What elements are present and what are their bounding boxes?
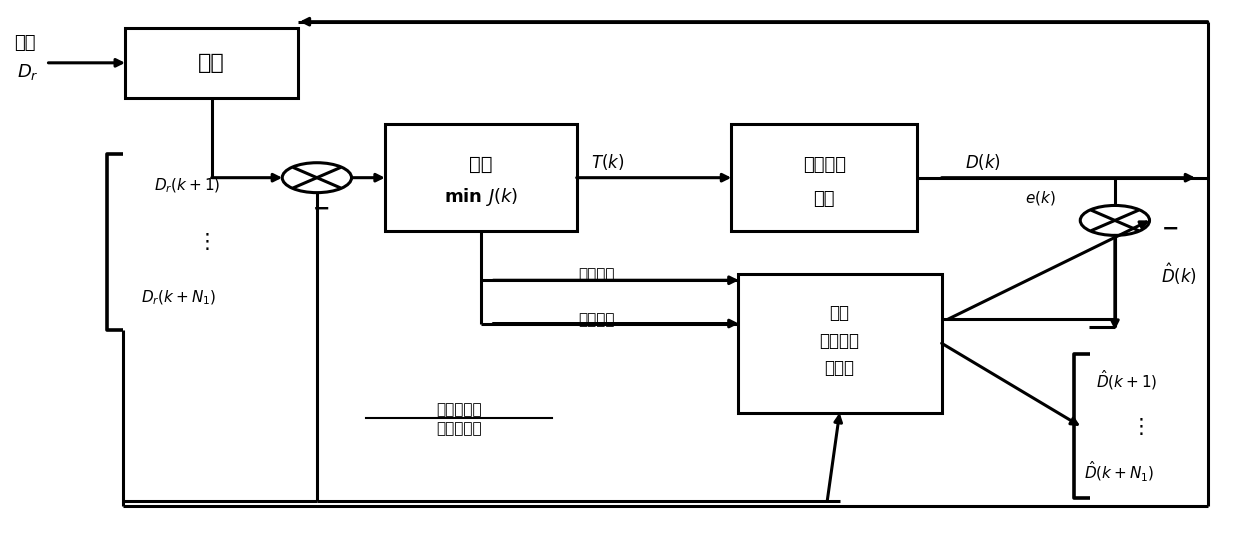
- Text: $D_r$: $D_r$: [17, 62, 40, 82]
- Text: $e(k)$: $e(k)$: [1024, 189, 1055, 207]
- Text: −: −: [1162, 219, 1179, 238]
- Text: 柔化: 柔化: [198, 53, 226, 73]
- Text: 晶体生长: 晶体生长: [802, 156, 846, 174]
- Text: 未来控制: 未来控制: [578, 312, 615, 326]
- Text: 编码器: 编码器: [825, 359, 854, 378]
- Text: 过程: 过程: [813, 190, 835, 208]
- Circle shape: [1080, 206, 1149, 235]
- Text: $\hat{D}(k+N_1)$: $\hat{D}(k+N_1)$: [1084, 460, 1154, 484]
- Text: $D(k)$: $D(k)$: [965, 151, 1001, 172]
- Text: $\hat{D}(k)$: $\hat{D}(k)$: [1161, 261, 1197, 287]
- Text: 稀疏自动: 稀疏自动: [820, 331, 859, 350]
- Text: $D_r(k+N_1)$: $D_r(k+N_1)$: [141, 289, 217, 307]
- Text: 当前控制: 当前控制: [578, 267, 615, 282]
- Text: $\hat{D}(k+1)$: $\hat{D}(k+1)$: [1096, 368, 1158, 392]
- Text: 栈式: 栈式: [830, 304, 849, 322]
- Circle shape: [283, 163, 351, 193]
- FancyBboxPatch shape: [738, 274, 941, 413]
- Text: $D_r(k+1)$: $D_r(k+1)$: [154, 176, 219, 194]
- FancyBboxPatch shape: [384, 124, 577, 231]
- Text: 设定: 设定: [14, 34, 35, 52]
- Text: 优化: 优化: [469, 155, 492, 175]
- Text: 过去的控制: 过去的控制: [436, 403, 482, 418]
- FancyBboxPatch shape: [732, 124, 916, 231]
- FancyBboxPatch shape: [125, 28, 299, 98]
- Text: −: −: [312, 199, 331, 219]
- Text: 输入和输出: 输入和输出: [436, 421, 482, 436]
- Text: $\vdots$: $\vdots$: [196, 231, 210, 252]
- Text: $\vdots$: $\vdots$: [1131, 416, 1145, 437]
- Text: $T(k)$: $T(k)$: [591, 151, 624, 172]
- Text: min $J(k)$: min $J(k)$: [444, 186, 518, 208]
